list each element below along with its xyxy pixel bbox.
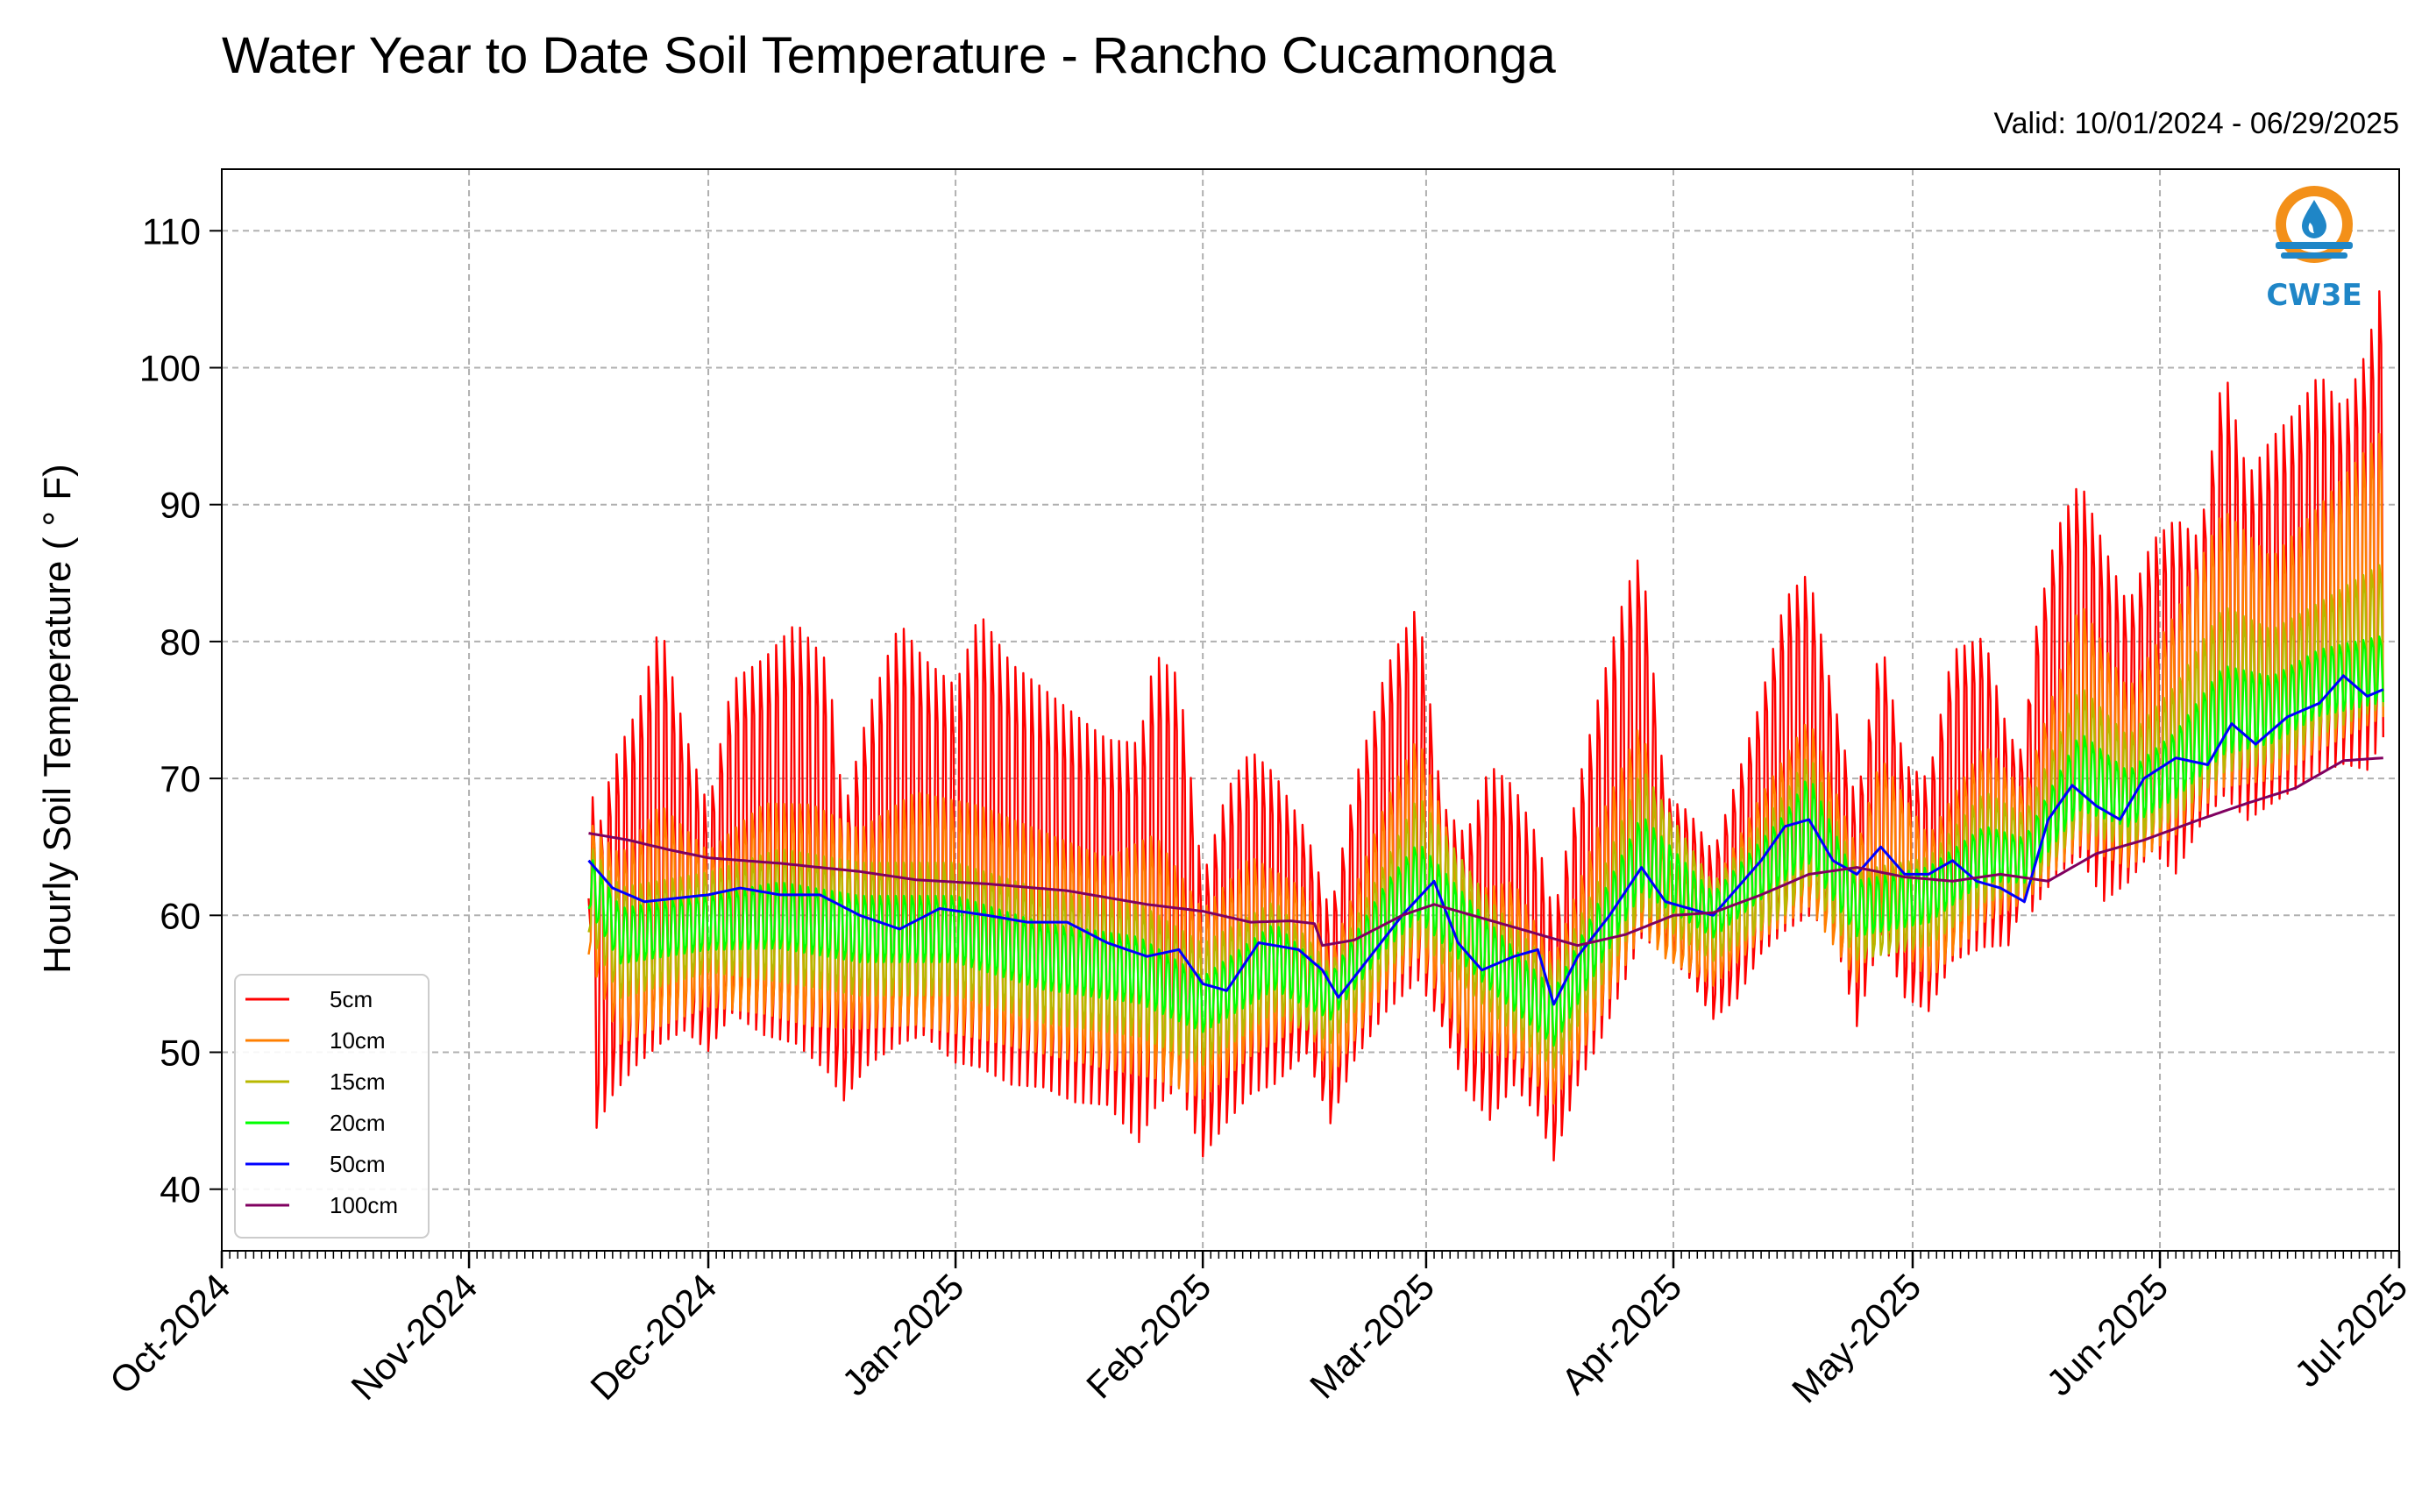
wave-icon <box>2276 242 2353 249</box>
legend-label: 20cm <box>330 1110 386 1136</box>
chart-title: Water Year to Date Soil Temperature - Ra… <box>222 27 1556 84</box>
x-tick-label: Jun-2025 <box>2038 1266 2176 1403</box>
grid-layer <box>221 169 2400 1251</box>
x-tick-label: May-2025 <box>1784 1266 1928 1410</box>
legend-label: 5cm <box>330 986 373 1012</box>
series-line-5cm <box>587 290 2384 1162</box>
y-tick-label: 60 <box>160 895 201 936</box>
x-tick-label: Jan-2025 <box>834 1266 971 1403</box>
y-axis-label: Hourly Soil Temperature ( ° F) <box>36 464 79 974</box>
x-tick-label: Jul-2025 <box>2286 1266 2415 1395</box>
x-tick-label: Dec-2024 <box>582 1266 724 1408</box>
y-tick-label: 50 <box>160 1033 201 1074</box>
legend: 5cm 10cm 15cm 20cm 50cm 100cm <box>234 974 430 1239</box>
x-tick-label: Feb-2025 <box>1078 1266 1218 1406</box>
plot-frame <box>221 168 2400 1252</box>
valid-date-range: Valid: 10/01/2024 - 06/29/2025 <box>1993 107 2399 140</box>
legend-label: 15cm <box>330 1068 386 1095</box>
legend-label: 10cm <box>330 1027 386 1054</box>
x-tick-label: Apr-2025 <box>1553 1266 1689 1402</box>
x-tick-label: Nov-2024 <box>343 1266 485 1408</box>
y-tick-label: 40 <box>160 1169 201 1210</box>
y-tick-label: 70 <box>160 758 201 799</box>
x-tick-label: Oct-2024 <box>102 1266 238 1402</box>
water-drop-icon <box>2302 200 2326 238</box>
y-tick-label: 110 <box>142 210 201 252</box>
y-tick-label: 90 <box>160 485 201 526</box>
logo-text: CW3E <box>2266 278 2362 313</box>
series-line-10cm <box>587 432 2384 1105</box>
x-tick-label: Mar-2025 <box>1302 1266 1442 1406</box>
legend-label: 100cm <box>330 1192 398 1218</box>
legend-label: 50cm <box>330 1151 386 1177</box>
series-line-15cm <box>587 564 2384 1069</box>
y-tick-label: 80 <box>160 621 201 663</box>
y-tick-label: 100 <box>139 347 201 388</box>
cw3e-logo: CW3E <box>2266 186 2362 313</box>
series-layer <box>587 290 2384 1162</box>
series-line-50cm <box>587 674 2384 1006</box>
series-line-100cm <box>588 756 2383 948</box>
